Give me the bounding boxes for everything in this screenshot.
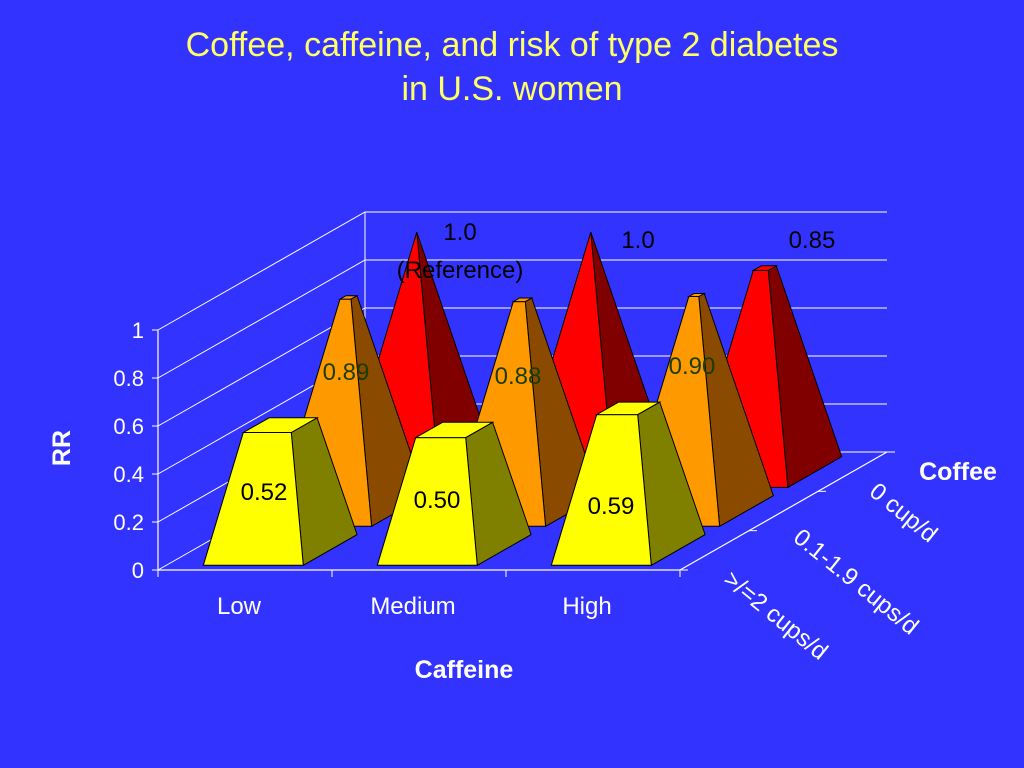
y-axis-title: RR	[48, 430, 76, 466]
bar-top-face	[686, 293, 707, 297]
data-label-0-2: 0.85	[789, 227, 836, 254]
y-tick-label: 0.8	[113, 366, 144, 391]
bar-2-1	[376, 421, 532, 567]
bar-top-face	[511, 297, 534, 303]
y-tick-label: 0.4	[113, 462, 144, 487]
y-tick-label: 0.2	[113, 510, 144, 535]
x-tick-label: High	[562, 593, 611, 620]
x-axis-title: Caffeine	[415, 656, 514, 684]
chart-subtitle: in U.S. women	[401, 70, 623, 108]
data-label-1-1: 0.88	[495, 363, 542, 390]
x-tick-label: Low	[217, 593, 262, 620]
data-label-0-1: 1.0	[621, 227, 654, 254]
bar-2-2	[550, 401, 706, 567]
z-axis-line	[679, 451, 888, 571]
z-tick-label: 0 cup/d	[864, 478, 942, 549]
x-tick-label: Medium	[370, 593, 455, 620]
z-axis-title: Coffee	[919, 458, 997, 486]
data-label-0-0: 1.0	[443, 219, 476, 246]
data-label-1-0: 0.89	[323, 359, 370, 386]
bar-top-face	[241, 417, 319, 433]
bar-top-face	[751, 265, 779, 271]
y-tick-label: 0	[132, 558, 144, 583]
data-label-2-0: 0.52	[241, 479, 288, 506]
data-label-2-2: 0.59	[588, 493, 635, 520]
z-tick-label: >/=2 cups/d	[718, 566, 832, 666]
bar-top-face	[413, 421, 495, 439]
chart-title: Coffee, caffeine, and risk of type 2 dia…	[185, 26, 839, 64]
data-label-2-1: 0.50	[414, 487, 461, 514]
z-tick-label: 0.1-1.9 cups/d	[788, 524, 923, 641]
data-label-0-0: (Reference)	[397, 257, 524, 284]
y-tick-label: 0.6	[113, 414, 144, 439]
data-label-1-2: 0.90	[669, 353, 716, 380]
bars	[202, 231, 843, 567]
bar-top-face	[338, 295, 359, 300]
bar-top-face	[594, 401, 662, 416]
y-tick-label: 1	[132, 318, 144, 343]
bar-2-0	[202, 417, 358, 567]
